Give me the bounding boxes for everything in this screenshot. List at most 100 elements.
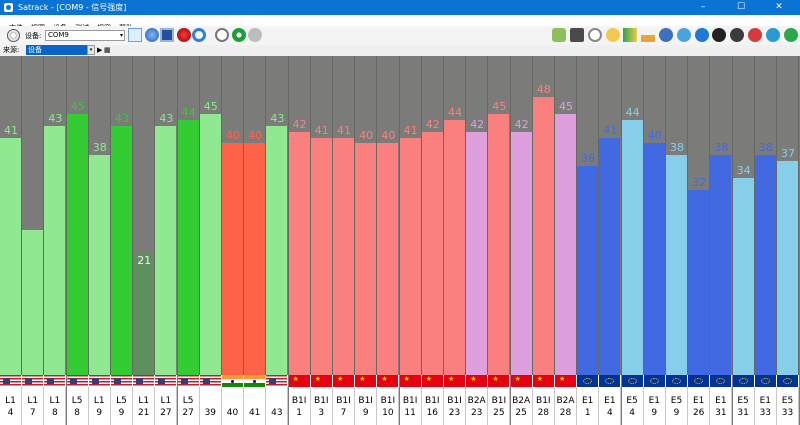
satellite-label: 40 (222, 387, 244, 425)
play-small-icon[interactable]: ▶ (97, 46, 103, 54)
grid-small-icon[interactable]: ▦ (104, 46, 111, 54)
satellite-id-label: 7 (340, 408, 347, 418)
satellite-id-label: 43 (271, 408, 283, 418)
flag-cn-icon (355, 375, 378, 387)
signal-band-label: B1I (491, 396, 507, 406)
signal-bar (133, 253, 155, 375)
signal-value-label: 38 (670, 141, 684, 154)
signal-column: 43 43 (266, 56, 289, 425)
satellite-id-label: 25 (493, 408, 505, 418)
tool-icon-12[interactable] (748, 28, 762, 42)
globe-icon[interactable] (145, 28, 159, 42)
satellite-label: L1 7 (22, 387, 45, 425)
flag-us-icon (155, 375, 178, 387)
signal-column: 41 E1 4 (599, 56, 622, 425)
signal-band-label: B1I (402, 396, 418, 406)
signal-bar (177, 120, 199, 375)
source-dropdown-button[interactable]: ▾ (87, 45, 95, 55)
signal-column: 44 E5 4 (621, 56, 644, 425)
satellite-id-label: 8 (52, 408, 58, 418)
satellite-id-label: 8 (74, 408, 80, 418)
signal-column: 21 L1 21 (133, 56, 156, 425)
column-separator (287, 56, 289, 375)
satellite-id-label: 21 (137, 408, 150, 418)
record-icon[interactable] (177, 28, 191, 42)
tool-icon-9[interactable] (695, 28, 709, 42)
signal-band-label: E1 (604, 396, 616, 406)
signal-bar (621, 120, 643, 375)
signal-value-label: 45 (70, 100, 85, 113)
close-button[interactable]: ✕ (775, 2, 783, 12)
satellite-id-label: 26 (692, 408, 705, 418)
signal-value-label: 42 (292, 118, 307, 131)
signal-column: 43 L5 9 (111, 56, 134, 425)
satellite-id-label: 1 (296, 408, 302, 418)
satellite-id-label: 10 (382, 408, 394, 418)
signal-band-label: E1 (715, 396, 727, 406)
satellite-label: E5 31 (732, 387, 755, 425)
signal-column: 25 L1 7 (22, 56, 45, 425)
signal-bar (444, 120, 465, 375)
signal-bar (555, 114, 576, 375)
signal-value-label: 34 (736, 164, 751, 177)
refresh-icon[interactable] (192, 28, 206, 42)
column-separator (21, 56, 23, 375)
signal-bar (66, 114, 88, 375)
tool-icon-5[interactable] (623, 28, 637, 42)
column-separator (87, 56, 89, 375)
connect-button[interactable] (128, 28, 142, 42)
signal-band-label: B2A (512, 396, 531, 406)
timer-icon[interactable] (215, 28, 229, 42)
tool-icon-2[interactable] (570, 28, 584, 42)
maximize-button[interactable]: ☐ (736, 2, 746, 12)
column-separator (442, 56, 444, 375)
column-separator (398, 56, 400, 375)
signal-value-label: 42 (514, 118, 529, 131)
column-separator (731, 56, 733, 375)
signal-column: 45B1I25 (488, 56, 511, 425)
satellite-label: E5 4 (621, 387, 644, 425)
signal-bar (155, 126, 177, 375)
flag-eu-icon (621, 375, 644, 387)
satellite-id-label: 31 (737, 408, 749, 418)
signal-band-label: B1I (336, 396, 351, 406)
signal-value-label: 41 (337, 124, 351, 137)
tool-icon-3[interactable] (588, 28, 602, 42)
tool-icon-11[interactable] (730, 28, 744, 42)
signal-band-label: L1 (93, 396, 105, 406)
play-icon[interactable] (232, 28, 246, 42)
tool-icon-7[interactable] (659, 28, 673, 42)
signal-band-label: L1 (27, 396, 39, 406)
flag-cn-icon (288, 375, 311, 387)
satellite-label: 41 (244, 387, 267, 425)
tool-icon-4[interactable] (606, 28, 620, 42)
tool-icon-8[interactable] (677, 28, 691, 42)
flag-cn-icon (532, 375, 555, 387)
signal-band-label: E1 (692, 396, 705, 406)
stop-icon[interactable] (248, 28, 262, 42)
save-icon[interactable] (160, 28, 174, 42)
signal-value-label: 21 (137, 254, 152, 267)
tool-icon-13[interactable] (766, 28, 780, 42)
signal-bar (310, 138, 332, 375)
device-select[interactable]: COM9 ▾ (45, 30, 125, 41)
satellite-label: E5 9 (666, 387, 688, 425)
tool-icon-10[interactable] (712, 28, 726, 42)
column-separator (509, 56, 511, 375)
tool-icon-1[interactable] (552, 28, 566, 42)
signal-bar (199, 114, 221, 375)
tool-icon-14[interactable] (784, 28, 798, 42)
satellite-id-label: 33 (759, 408, 772, 418)
signal-bar (44, 126, 66, 375)
signal-column: 40 40 (222, 56, 245, 425)
signal-value-label: 40 (381, 129, 396, 142)
satellite-label: L1 27 (155, 387, 178, 425)
source-select[interactable]: 设备 (26, 45, 95, 55)
signal-bar (599, 138, 621, 375)
signal-bars-icon[interactable] (641, 28, 655, 42)
signal-column: 45B2A28 (555, 56, 578, 425)
minimize-button[interactable]: – (700, 2, 706, 12)
column-separator (132, 56, 134, 375)
signal-value-label: 45 (203, 100, 218, 113)
signal-band-label: B1I (447, 396, 462, 406)
